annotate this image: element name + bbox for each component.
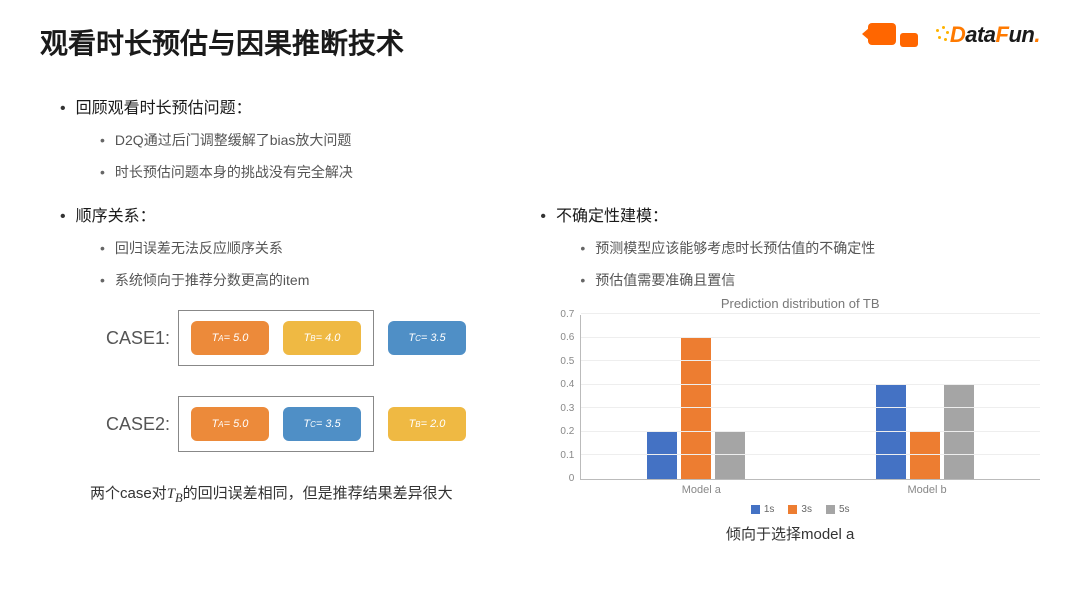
bar bbox=[944, 385, 974, 479]
legend-item: 5s bbox=[826, 504, 850, 515]
chart-title: Prediction distribution of TB bbox=[560, 296, 1040, 311]
section1-heading: 回顾观看时长预估问题： bbox=[60, 94, 1040, 118]
right-heading: 不确定性建模： bbox=[540, 202, 1040, 226]
x-label: Model b bbox=[814, 480, 1040, 496]
left-footnote: 两个case对TB的回归误差相同，但是推荐结果差异很大 bbox=[90, 482, 530, 506]
right-item: 预测模型应该能够考虑时长预估值的不确定性 bbox=[580, 238, 1040, 258]
case-tag: TA = 5.0 bbox=[191, 407, 269, 441]
case-row: CASE1: TA = 5.0 TB = 4.0 TC = 3.5 bbox=[80, 310, 530, 366]
case-tag-outside: TC = 3.5 bbox=[388, 321, 466, 355]
case-tag-outside: TB = 2.0 bbox=[388, 407, 466, 441]
chart-container: Prediction distribution of TB 0.70.60.50… bbox=[560, 296, 1040, 515]
chart-plot bbox=[580, 315, 1040, 480]
case-tag: TB = 4.0 bbox=[283, 321, 361, 355]
right-footnote: 倾向于选择model a bbox=[540, 523, 1040, 544]
y-axis: 0.70.60.50.40.30.20.10 bbox=[560, 315, 580, 480]
case-box: TA = 5.0 TB = 4.0 bbox=[178, 310, 374, 366]
slide-title: 观看时长预估与因果推断技术 bbox=[40, 22, 404, 62]
left-item: 回归误差无法反应顺序关系 bbox=[100, 238, 530, 258]
x-label: Model a bbox=[588, 480, 814, 496]
case-tag: TC = 3.5 bbox=[283, 407, 361, 441]
kuaishou-logo bbox=[868, 23, 918, 47]
case-label: CASE1: bbox=[80, 328, 170, 349]
chart-legend: 1s 3s 5s bbox=[560, 504, 1040, 515]
section1-item: D2Q通过后门调整缓解了bias放大问题 bbox=[100, 130, 1040, 150]
case-row: CASE2: TA = 5.0 TC = 3.5 TB = 2.0 bbox=[80, 396, 530, 452]
datafun-logo: DataFun. bbox=[936, 22, 1040, 48]
case-label: CASE2: bbox=[80, 414, 170, 435]
left-item: 系统倾向于推荐分数更高的item bbox=[100, 270, 530, 290]
case-tag: TA = 5.0 bbox=[191, 321, 269, 355]
case-box: TA = 5.0 TC = 3.5 bbox=[178, 396, 374, 452]
x-axis-labels: Model aModel b bbox=[588, 480, 1040, 496]
cases-container: CASE1: TA = 5.0 TB = 4.0 TC = 3.5 CASE2: TA =… bbox=[80, 310, 530, 452]
logo-bar: DataFun. bbox=[868, 22, 1040, 48]
left-heading: 顺序关系： bbox=[60, 202, 530, 226]
legend-item: 1s bbox=[751, 504, 775, 515]
right-item: 预估值需要准确且置信 bbox=[580, 270, 1040, 290]
bar bbox=[876, 385, 906, 479]
section1-item: 时长预估问题本身的挑战没有完全解决 bbox=[100, 162, 1040, 182]
legend-item: 3s bbox=[788, 504, 812, 515]
